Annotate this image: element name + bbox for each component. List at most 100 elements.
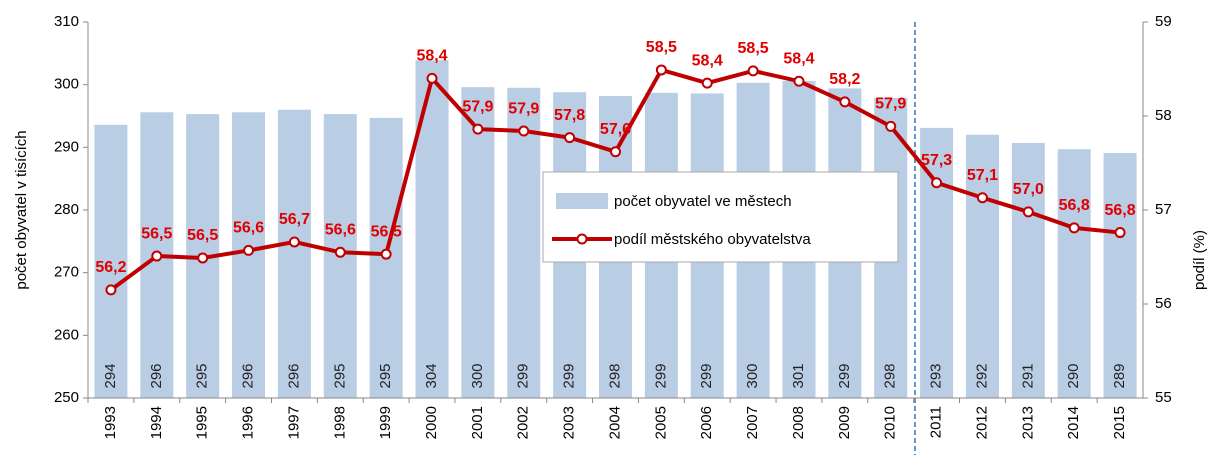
- bar-label: 295: [377, 363, 394, 388]
- bar-label: 299: [698, 363, 715, 388]
- point: [1114, 227, 1126, 239]
- bar-label: 299: [561, 363, 578, 388]
- y-tick-label: 260: [54, 326, 79, 343]
- point-label: 58,4: [416, 48, 447, 65]
- point: [288, 236, 300, 248]
- y-tick-label: 310: [54, 13, 79, 30]
- point-label: 57,9: [875, 96, 906, 113]
- x-tick-label: 2010: [882, 406, 899, 439]
- bar: [94, 124, 128, 399]
- bar: [277, 109, 311, 398]
- x-tick-label: 2014: [1065, 406, 1082, 439]
- x-tick-label: 2009: [836, 406, 853, 439]
- point: [518, 125, 530, 137]
- point-label: 57,9: [462, 98, 493, 115]
- point: [426, 72, 438, 84]
- x-tick-label: 1995: [194, 406, 211, 439]
- y2-tick-label: 55: [1155, 389, 1172, 406]
- bar-label: 292: [973, 363, 990, 388]
- y2-tick-label: 58: [1155, 107, 1172, 124]
- point: [655, 64, 667, 76]
- x-tick-label: 2011: [928, 406, 945, 438]
- bar-label: 299: [652, 363, 669, 388]
- bar: [1057, 149, 1091, 398]
- point: [105, 284, 117, 296]
- point: [610, 146, 621, 158]
- y2-tick-label: 57: [1155, 201, 1172, 218]
- legend-swatch: [556, 193, 608, 209]
- point-label: 58,2: [829, 71, 860, 88]
- point: [564, 132, 576, 144]
- x-tick-label: 2007: [744, 406, 761, 439]
- bar-label: 293: [928, 363, 945, 388]
- point: [334, 246, 346, 258]
- bar-label: 300: [744, 363, 761, 388]
- bar: [507, 87, 541, 399]
- bar-label: 296: [148, 363, 165, 388]
- point-label: 56,6: [325, 222, 356, 239]
- bar: [461, 87, 495, 398]
- y-tick-label: 270: [54, 264, 79, 281]
- x-tick-label: 2008: [790, 406, 807, 439]
- x-tick-label: 2002: [515, 406, 532, 439]
- point-label: 56,8: [1104, 202, 1135, 219]
- y-tick-label: 250: [54, 389, 79, 406]
- point: [976, 192, 988, 204]
- point: [1022, 206, 1034, 218]
- point-label: 56,5: [141, 225, 172, 242]
- bar-label: 290: [1065, 363, 1082, 388]
- legend-label: podíl městského obyvatelstva: [614, 231, 811, 248]
- point-label: 56,6: [233, 220, 264, 237]
- y2-tick-label: 56: [1155, 295, 1172, 312]
- point: [243, 244, 255, 256]
- point-label: 56,7: [279, 211, 310, 228]
- point: [931, 177, 943, 189]
- x-tick-label: 2005: [652, 406, 669, 439]
- bar-label: 296: [285, 363, 302, 388]
- bar-label: 295: [194, 363, 211, 388]
- bar-label: 291: [1019, 363, 1036, 388]
- x-tick-label: 2001: [469, 406, 486, 439]
- point-label: 58,4: [783, 50, 814, 67]
- point: [472, 123, 484, 135]
- bar: [1103, 152, 1137, 398]
- point: [197, 252, 209, 264]
- legend-marker: [576, 233, 588, 245]
- point-label: 57,8: [554, 107, 585, 124]
- bar-label: 294: [102, 363, 119, 388]
- y-tick-label: 280: [54, 201, 79, 218]
- x-tick-label: 2012: [973, 406, 990, 439]
- x-tick-label: 1999: [377, 406, 394, 439]
- point: [747, 65, 759, 77]
- point-label: 57,9: [508, 100, 539, 117]
- x-tick-label: 1996: [240, 406, 257, 439]
- point-label: 58,5: [646, 39, 677, 56]
- point: [151, 250, 163, 262]
- x-tick-label: 2013: [1019, 406, 1036, 439]
- bar-label: 295: [331, 363, 348, 388]
- point: [1068, 222, 1080, 234]
- point-label: 56,5: [187, 227, 218, 244]
- bar-label: 304: [423, 363, 440, 388]
- bar: [415, 60, 449, 399]
- point-label: 56,8: [1059, 197, 1090, 214]
- point-label: 57,6: [600, 121, 631, 138]
- bar-label: 298: [606, 363, 623, 388]
- point: [839, 96, 851, 108]
- bar: [1011, 142, 1045, 398]
- point: [701, 77, 713, 89]
- point-label: 57,1: [967, 167, 998, 184]
- bar-label: 301: [790, 363, 807, 388]
- point-label: 56,2: [95, 259, 126, 276]
- bar-label: 300: [469, 363, 486, 388]
- y2-axis-label: podíl (%): [1191, 230, 1208, 290]
- point: [793, 75, 805, 87]
- bar: [965, 134, 999, 399]
- bar-label: 289: [1111, 363, 1128, 388]
- y2-tick-label: 59: [1155, 13, 1172, 30]
- x-tick-label: 2000: [423, 406, 440, 439]
- x-tick-label: 2004: [606, 406, 623, 439]
- point-label: 57,3: [921, 152, 952, 169]
- bar-label: 299: [836, 363, 853, 388]
